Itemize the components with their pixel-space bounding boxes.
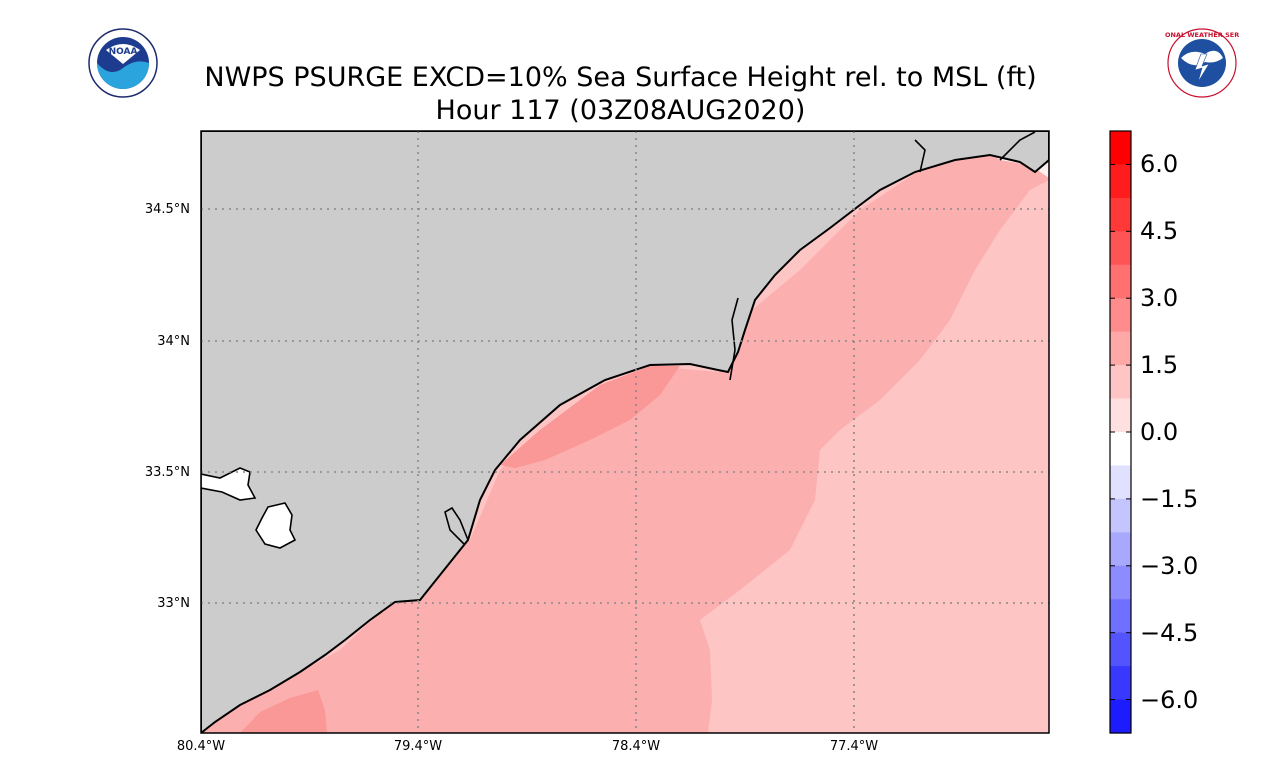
colorbar-tick-label: 1.5 bbox=[1140, 351, 1179, 380]
lon-label-79-4: 79.4°W bbox=[393, 739, 443, 754]
nws-logo-icon: NATIONAL WEATHER SERVICE bbox=[1165, 28, 1239, 98]
colorbar-segment bbox=[1110, 398, 1131, 433]
gridlines bbox=[201, 131, 1049, 733]
surge-zone-high bbox=[500, 366, 680, 468]
colorbar-segment bbox=[1110, 164, 1131, 199]
colorbar-segment bbox=[1110, 498, 1131, 533]
map-subtitle: Hour 117 (03Z08AUG2020) bbox=[435, 95, 806, 126]
colorbar-segment bbox=[1110, 699, 1131, 734]
lake-marion bbox=[201, 467, 257, 501]
colorbar-tick-label: −3.0 bbox=[1140, 551, 1199, 580]
colorbar-tick-label: 3.0 bbox=[1140, 284, 1179, 313]
lon-label-77-4: 77.4°W bbox=[829, 739, 879, 754]
map-frame bbox=[200, 130, 1050, 734]
lat-label-33-5: 33.5°N bbox=[144, 465, 190, 480]
colorbar-tick-label: −6.0 bbox=[1140, 685, 1199, 714]
colorbar-segment bbox=[1110, 632, 1131, 667]
colorbar-tick-label: −1.5 bbox=[1140, 484, 1199, 513]
lon-label-78-4: 78.4°W bbox=[611, 739, 661, 754]
colorbar-tick-label: 0.0 bbox=[1140, 418, 1179, 446]
land-area bbox=[201, 131, 1049, 733]
map-title: NWPS PSURGE EXCD=10% Sea Surface Height … bbox=[204, 62, 1037, 93]
winyah-bay bbox=[444, 506, 469, 546]
colorbar-segment bbox=[1110, 565, 1131, 600]
nws-logo-text: NATIONAL WEATHER SERVICE bbox=[1165, 31, 1239, 39]
colorbar-segment bbox=[1110, 666, 1131, 701]
colorbar-segment bbox=[1110, 131, 1131, 166]
noaa-logo-icon: NOAA bbox=[88, 28, 158, 98]
lake-moultrie bbox=[255, 502, 297, 549]
colorbar-tick-label: 6.0 bbox=[1140, 150, 1179, 179]
surge-zone-high-sw bbox=[240, 690, 327, 733]
lat-label-33: 33°N bbox=[157, 596, 190, 611]
colorbar-segment bbox=[1110, 264, 1131, 299]
colorbar-segment bbox=[1110, 465, 1131, 500]
colorbar-segment bbox=[1110, 365, 1131, 400]
colorbar-segment bbox=[1110, 231, 1131, 266]
colorbar-segment bbox=[1110, 599, 1131, 634]
surge-zone-mid bbox=[201, 150, 1049, 733]
lat-label-34-5: 34.5°N bbox=[144, 202, 190, 217]
colorbar-segment bbox=[1110, 197, 1131, 232]
colorbar-segment bbox=[1110, 331, 1131, 366]
lon-label-80-4: 80.4°W bbox=[176, 739, 226, 754]
lat-label-34: 34°N bbox=[157, 334, 190, 349]
noaa-logo-text: NOAA bbox=[109, 47, 138, 57]
colorbar-segment bbox=[1110, 298, 1131, 333]
cape-fear-river bbox=[729, 131, 1036, 381]
colorbar bbox=[1110, 131, 1131, 734]
colorbar-segment bbox=[1110, 432, 1131, 467]
colorbar-ticks bbox=[1110, 163, 1131, 701]
colorbar-tick-label: −4.5 bbox=[1140, 618, 1199, 647]
colorbar-segment bbox=[1110, 532, 1131, 567]
colorbar-tick-label: 4.5 bbox=[1140, 217, 1179, 246]
